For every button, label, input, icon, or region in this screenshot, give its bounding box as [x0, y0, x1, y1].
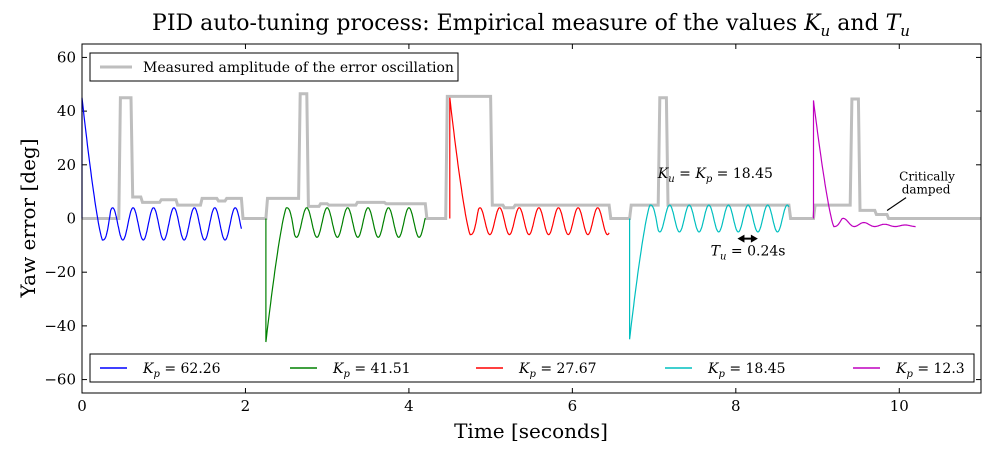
annotation-critically-line2: damped: [902, 183, 951, 197]
legend-kp-label: Kp = 62.26: [142, 361, 221, 380]
legend-kp-label: Kp = 27.67: [518, 361, 597, 380]
annotation-tu-sub: u: [720, 252, 726, 263]
x-tick-label: 4: [404, 397, 414, 415]
legend-amplitude-box: [89, 52, 459, 82]
y-tick-label: 20: [57, 156, 76, 174]
series-line-kp-2: [449, 97, 610, 236]
legend-kp-label: Kp = 41.51: [332, 361, 411, 380]
y-tick-label: 60: [57, 48, 76, 66]
annotation-tu-text: Tu = 0.24s: [711, 244, 786, 263]
legend-kp-items: Kp = 62.26 Kp = 41.51 Kp = 27.67 Kp = 18.45…: [100, 361, 965, 380]
legend-kp-label: Kp = 12.3: [895, 361, 965, 380]
legend-kp-label: Kp = 18.45: [707, 361, 786, 380]
annotation-tu-t: T: [711, 244, 722, 260]
legend-kp: Kp = 62.26 Kp = 41.51 Kp = 27.67 Kp = 18.45…: [89, 353, 975, 383]
annotation-ku-eq1: =: [675, 166, 696, 182]
chart-title-prefix: PID auto-tuning process: Empirical measu…: [152, 11, 804, 36]
annotation-ku-k: K: [657, 166, 670, 182]
series-layer: [81, 92, 981, 343]
annotation-ku: Ku = Kp = 18.45: [657, 166, 773, 185]
x-axis-label: Time [seconds]: [454, 419, 608, 443]
x-tick-label: 10: [890, 397, 909, 415]
chart-title: PID auto-tuning process: Empirical measu…: [152, 11, 910, 40]
annotation-tu-arrowhead-right: [750, 234, 758, 243]
y-tick-label: 40: [57, 102, 76, 120]
series-line-kp-0: [81, 97, 242, 241]
annotation-critically-damped: Critically damped: [886, 170, 955, 211]
x-tick-label: 6: [568, 397, 578, 415]
plot-frame: [81, 43, 982, 394]
axis-ticks: 0 2 4 6 8 10 −60 −40 −20 0 20 40 60: [44, 44, 981, 415]
series-line-kp-3: [629, 204, 790, 340]
y-tick-label: −40: [44, 317, 76, 335]
y-tick-label: −60: [44, 371, 76, 389]
annotation-tu: Tu = 0.24s: [711, 234, 786, 263]
annotation-ku-kp: K: [694, 166, 707, 182]
annotation-critically-line1: Critically: [899, 170, 955, 184]
annotation-critically-damped-arrow: [886, 197, 907, 211]
chart-title-and: and: [830, 11, 885, 36]
annotation-ku-text: Ku = Kp = 18.45: [657, 166, 773, 185]
annotation-tu-arrowhead-left: [737, 234, 745, 243]
y-tick-label: −20: [44, 263, 76, 281]
chart-title-ku-sub: u: [821, 22, 831, 40]
annotation-ku-value: = 18.45: [712, 166, 773, 182]
chart-title-tu-sub: u: [900, 22, 910, 40]
y-tick-label: 0: [66, 210, 76, 228]
annotation-ku-k-sub: u: [668, 174, 674, 185]
series-line-amplitude: [82, 92, 981, 220]
series-line-kp-4: [812, 100, 916, 228]
y-axis-label: Yaw error [deg]: [16, 138, 40, 298]
legend-amplitude-label: Measured amplitude of the error oscillat…: [143, 60, 454, 76]
legend-kp-box: [89, 353, 975, 383]
x-tick-label: 0: [77, 397, 87, 415]
annotation-ku-kp-sub: p: [706, 174, 713, 185]
x-tick-label: 8: [731, 397, 741, 415]
series-line-kp-1: [265, 207, 426, 343]
annotation-tu-value: = 0.24s: [726, 244, 785, 260]
chart-title-tu: T: [886, 11, 903, 36]
legend-amplitude: Measured amplitude of the error oscillat…: [89, 52, 459, 82]
x-tick-label: 2: [241, 397, 251, 415]
chart-title-ku: K: [803, 11, 822, 36]
